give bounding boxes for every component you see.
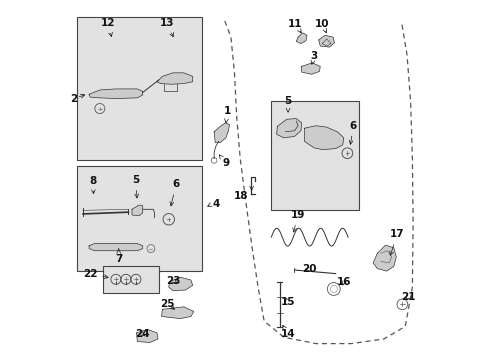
- Text: 25: 25: [160, 299, 175, 309]
- Polygon shape: [214, 123, 229, 143]
- Bar: [77, 18, 201, 160]
- Bar: [271, 102, 358, 210]
- Text: 15: 15: [280, 297, 295, 307]
- Polygon shape: [372, 245, 395, 271]
- Text: 24: 24: [135, 329, 150, 339]
- Polygon shape: [304, 126, 343, 150]
- Polygon shape: [136, 329, 158, 342]
- Text: 16: 16: [337, 277, 351, 287]
- Text: 18: 18: [233, 191, 247, 201]
- Text: 22: 22: [83, 269, 108, 279]
- Polygon shape: [132, 205, 142, 216]
- Text: 6: 6: [170, 179, 179, 206]
- Polygon shape: [296, 33, 306, 44]
- Polygon shape: [162, 307, 193, 319]
- Text: 13: 13: [159, 18, 174, 37]
- Polygon shape: [318, 35, 334, 47]
- Polygon shape: [157, 73, 192, 84]
- Text: 19: 19: [290, 210, 305, 232]
- Text: 1: 1: [224, 107, 230, 123]
- Polygon shape: [276, 118, 301, 138]
- Text: 10: 10: [314, 18, 329, 33]
- Polygon shape: [89, 89, 142, 99]
- Text: 12: 12: [101, 18, 115, 36]
- Text: 14: 14: [280, 325, 295, 339]
- Bar: [103, 266, 159, 293]
- Text: 6: 6: [348, 121, 356, 144]
- Polygon shape: [89, 244, 142, 251]
- Text: 11: 11: [287, 18, 302, 33]
- Text: 7: 7: [115, 249, 122, 264]
- Text: 3: 3: [310, 51, 317, 64]
- Bar: [77, 166, 201, 271]
- Text: 20: 20: [302, 264, 316, 274]
- Text: 2: 2: [70, 94, 77, 104]
- Text: 9: 9: [219, 155, 229, 168]
- Text: 23: 23: [166, 276, 181, 286]
- Text: 5: 5: [284, 96, 291, 112]
- Text: 17: 17: [389, 229, 404, 255]
- Text: 8: 8: [89, 176, 96, 194]
- Polygon shape: [168, 277, 192, 291]
- Text: 5: 5: [132, 175, 139, 198]
- Text: 21: 21: [400, 292, 414, 302]
- Text: 4: 4: [212, 199, 219, 209]
- Polygon shape: [301, 63, 320, 74]
